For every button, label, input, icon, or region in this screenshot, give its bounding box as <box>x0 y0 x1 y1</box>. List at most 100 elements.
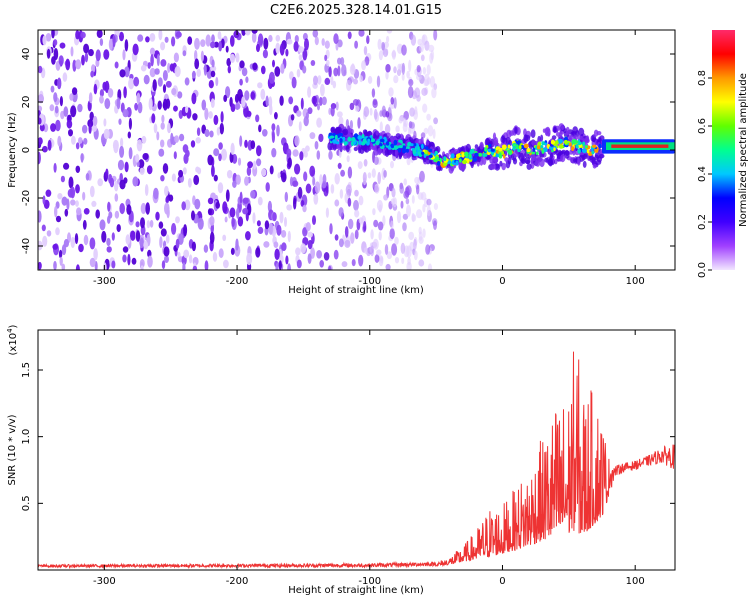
signal-halo-blob <box>465 143 471 153</box>
noise-blob <box>38 117 42 125</box>
signal-halo-blob <box>363 143 370 153</box>
noise-blob <box>239 78 243 86</box>
noise-blob <box>293 197 297 210</box>
noise-blob <box>211 165 215 177</box>
noise-blob <box>292 149 299 157</box>
noise-blob <box>242 208 249 215</box>
noise-blob <box>277 172 281 179</box>
noise-blob <box>220 111 224 123</box>
signal-halo-blob <box>403 153 408 159</box>
signal-core-blob <box>342 136 346 142</box>
noise-blob <box>116 97 121 110</box>
signal-halo-blob <box>357 146 362 154</box>
steady-tone-core <box>611 144 669 148</box>
noise-blob <box>376 75 381 88</box>
signal-core-blob <box>472 157 478 162</box>
noise-blob <box>45 33 52 42</box>
noise-blob <box>423 127 429 135</box>
signal-halo-blob <box>592 163 597 169</box>
noise-blob <box>307 239 313 250</box>
noise-blob <box>89 257 96 268</box>
noise-blob <box>209 130 214 138</box>
noise-blob <box>403 119 408 127</box>
noise-blob <box>149 219 154 228</box>
noise-blob <box>122 246 129 253</box>
noise-blob <box>377 221 384 231</box>
noise-blob <box>158 148 165 157</box>
noise-blob <box>75 200 79 207</box>
noise-blob <box>162 102 166 109</box>
noise-blob <box>384 124 391 135</box>
noise-blob <box>161 260 166 270</box>
noise-blob <box>241 67 248 77</box>
signal-core-blob <box>469 153 472 159</box>
noise-blob <box>271 123 276 131</box>
signal-core-blob <box>555 140 559 145</box>
signal-core-blob <box>357 135 363 140</box>
noise-blob <box>218 248 224 259</box>
noise-blob <box>287 263 291 270</box>
noise-blob <box>312 215 316 226</box>
noise-blob <box>192 265 198 270</box>
noise-blob <box>326 59 330 67</box>
noise-blob <box>257 33 264 46</box>
noise-blob <box>353 78 358 85</box>
noise-blob <box>317 103 320 111</box>
noise-blob <box>84 52 89 63</box>
signal-core-blob <box>508 149 513 156</box>
signal-halo-blob <box>514 126 518 134</box>
noise-blob <box>319 96 323 106</box>
noise-blob <box>103 128 110 140</box>
noise-blob <box>246 110 252 117</box>
signal-core-blob <box>398 147 401 153</box>
noise-blob <box>420 54 425 62</box>
noise-blob <box>373 156 379 165</box>
noise-blob <box>149 47 156 56</box>
noise-blob <box>174 135 180 143</box>
noise-blob <box>164 185 169 197</box>
signal-core-blob <box>462 159 467 165</box>
noise-blob <box>182 50 187 57</box>
noise-blob <box>302 204 307 213</box>
noise-blob <box>400 242 406 254</box>
x-tick-label: -300 <box>93 576 116 587</box>
noise-blob <box>275 42 281 54</box>
x-tick-label: 100 <box>626 576 645 587</box>
noise-blob <box>300 199 305 207</box>
noise-blob <box>173 151 177 160</box>
noise-blob <box>245 231 251 241</box>
signal-core-blob <box>543 142 548 146</box>
noise-blob <box>314 36 319 46</box>
noise-blob <box>284 216 287 228</box>
noise-blob <box>135 153 140 163</box>
noise-blob <box>269 104 273 116</box>
noise-blob <box>173 52 179 63</box>
noise-blob <box>389 103 395 109</box>
signal-halo-blob <box>479 141 484 150</box>
noise-blob <box>411 195 415 204</box>
noise-blob <box>190 140 196 148</box>
noise-blob <box>128 117 132 130</box>
signal-core-blob <box>398 139 403 143</box>
noise-blob <box>147 62 151 69</box>
noise-blob <box>42 35 47 46</box>
noise-blob <box>68 176 74 189</box>
noise-blob <box>362 172 367 183</box>
noise-blob <box>82 124 88 134</box>
signal-core-blob <box>526 148 531 153</box>
noise-blob <box>337 39 343 48</box>
noise-blob <box>119 179 126 190</box>
noise-blob <box>391 187 396 198</box>
noise-blob <box>203 63 207 76</box>
noise-blob <box>160 139 165 148</box>
signal-core-blob <box>455 160 459 166</box>
noise-blob <box>294 163 301 175</box>
noise-blob <box>305 145 310 152</box>
signal-core-blob <box>512 143 517 147</box>
noise-blob <box>263 241 270 248</box>
noise-blob <box>210 41 216 49</box>
noise-blob <box>141 135 147 144</box>
noise-blob <box>384 244 389 255</box>
signal-core-blob <box>592 144 597 148</box>
noise-blob <box>317 75 322 85</box>
